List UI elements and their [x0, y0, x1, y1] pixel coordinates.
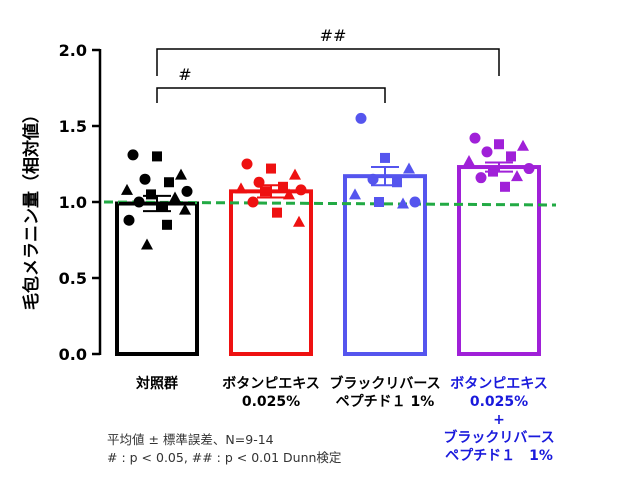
data-point — [272, 207, 282, 218]
data-point — [133, 196, 145, 208]
category-label: ブラックリバース — [329, 375, 440, 392]
data-point — [295, 184, 307, 196]
note-mean-sem: 平均値 ± 標準誤差、N=9-14 — [107, 432, 274, 447]
data-point — [121, 183, 133, 195]
category-label: ボタンピエキス — [450, 376, 548, 392]
y-tick-label: 1.5 — [59, 117, 87, 136]
data-point — [500, 181, 510, 192]
note-significance-legend: # : p < 0.05, ## : p < 0.01 Dunn検定 — [107, 450, 342, 465]
data-point — [127, 149, 139, 161]
data-point — [403, 162, 415, 174]
data-point — [181, 185, 193, 197]
data-point — [169, 191, 181, 203]
data-point — [409, 196, 421, 208]
data-point — [511, 170, 523, 182]
data-point — [481, 146, 493, 158]
significance-bracket — [156, 87, 386, 103]
data-point — [179, 203, 191, 215]
data-points — [121, 112, 535, 250]
data-point — [355, 112, 367, 124]
y-tick-label: 0.5 — [59, 269, 87, 288]
data-point — [283, 188, 295, 200]
data-point — [175, 168, 187, 180]
data-point — [146, 189, 156, 200]
y-axis: 0.0 0.5 1.0 1.5 2.0 — [59, 41, 102, 364]
data-point — [293, 215, 305, 227]
bar — [457, 165, 541, 356]
category-label: 0.025% — [242, 394, 300, 410]
y-tick-label: 0.0 — [59, 345, 87, 364]
data-point — [247, 196, 259, 208]
data-point — [241, 158, 253, 170]
data-point — [123, 214, 135, 226]
data-point — [392, 177, 402, 188]
significance-brackets: ### — [156, 26, 500, 103]
data-point — [139, 173, 151, 185]
data-point — [266, 163, 276, 174]
bar — [229, 189, 313, 356]
data-point — [469, 132, 481, 144]
data-point — [158, 201, 168, 212]
data-point — [463, 154, 475, 166]
category-label: 0.025% — [470, 394, 528, 410]
category-label: ブラックリバース — [443, 429, 554, 446]
data-point — [289, 168, 301, 180]
data-point — [397, 197, 409, 209]
category-label: ペプチド１ 1% — [336, 394, 435, 410]
data-point — [152, 151, 162, 162]
data-point — [475, 172, 487, 184]
category-label: + — [493, 412, 505, 428]
y-axis-title: 毛包メラニン量（相対値） — [21, 106, 42, 310]
data-point — [517, 139, 529, 151]
data-point — [278, 181, 288, 192]
significance-label: ## — [320, 26, 347, 45]
bar — [115, 201, 199, 356]
category-label: ボタンピエキス — [222, 376, 320, 392]
significance-label: # — [178, 65, 191, 84]
data-point — [164, 177, 174, 188]
data-point — [380, 152, 390, 163]
bars — [115, 165, 541, 356]
data-point — [349, 188, 361, 200]
category-label: 対照群 — [135, 375, 178, 392]
y-tick-label: 2.0 — [59, 41, 87, 60]
significance-bracket — [156, 48, 500, 76]
data-point — [506, 151, 516, 162]
data-point — [374, 197, 384, 207]
data-point — [141, 238, 153, 250]
y-tick-label: 1.0 — [59, 193, 87, 212]
category-label: ペプチド１ 1% — [445, 448, 553, 464]
data-point — [494, 139, 504, 150]
data-point — [523, 163, 535, 175]
error-bars — [119, 161, 537, 213]
data-point — [162, 219, 172, 230]
